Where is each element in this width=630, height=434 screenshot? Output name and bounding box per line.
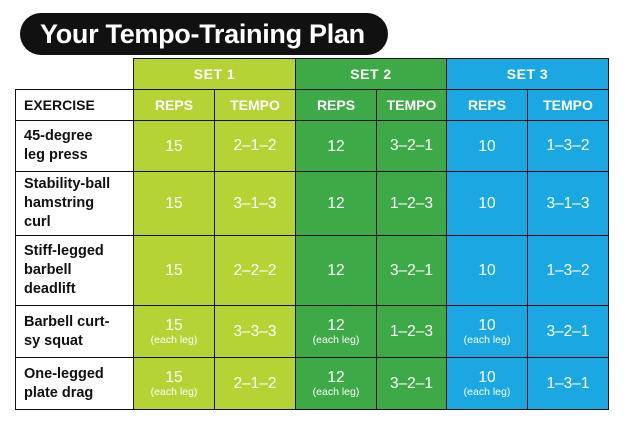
table-row: Barbell curt-sy squat 15 (each leg) 3–3–3 12… (15, 305, 609, 358)
set-1-tempo-cell: 2–2–2 (214, 235, 296, 306)
exercise-name-line: sy squat (24, 332, 83, 349)
reps-value: 15 (165, 262, 183, 279)
column-header-row: EXERCISE REPS TEMPO REPS TEMPO REPS TEMP… (15, 89, 609, 121)
set-1-reps-cell: 15 (each leg) (133, 305, 215, 358)
reps-value: 12 (327, 137, 345, 155)
exercise-name-cell: Barbell curt-sy squat (15, 305, 134, 358)
page-title: Your Tempo-Training Plan (20, 13, 388, 55)
exercise-name-line: barbell (24, 262, 72, 278)
reps-value: 10 (478, 262, 496, 279)
exercise-column-header: EXERCISE (15, 89, 134, 121)
reps-value: 15 (165, 137, 183, 155)
reps-value: 10 (478, 369, 496, 386)
set-2-header: SET 2 (295, 58, 447, 90)
set-3-header: SET 3 (446, 58, 609, 90)
set-2-reps-cell: 12 (295, 120, 377, 172)
set-3-tempo-header: TEMPO (527, 89, 609, 121)
set-1-reps-cell: 15 (133, 171, 215, 236)
reps-value: 10 (478, 137, 496, 155)
set-3-reps-cell: 10 (446, 171, 528, 236)
set-3-tempo-cell: 1–3–2 (527, 120, 609, 172)
set-1-reps-cell: 15 (each leg) (133, 357, 215, 410)
exercise-name-line: deadlift (24, 281, 76, 297)
set-2-reps-cell: 12 (295, 235, 377, 306)
set-1-header: SET 1 (133, 58, 296, 90)
set-1-tempo-cell: 3–3–3 (214, 305, 296, 358)
reps-value: 15 (165, 195, 183, 212)
exercise-rows: 45-degree leg press 15 2–1–2 12 3–2–1 10 1–3–2 S… (15, 120, 609, 410)
exercise-name-line: Stability-ball (24, 176, 111, 192)
set-2-tempo-cell: 3–2–1 (376, 120, 447, 172)
tempo-plan-table: SET 1 SET 2 SET 3 EXERCISE REPS TEMPO RE… (15, 58, 609, 410)
set-1-tempo-cell: 2–1–2 (214, 357, 296, 410)
set-2-tempo-cell: 3–2–1 (376, 235, 447, 306)
blank-corner-cell (15, 58, 134, 90)
reps-value: 12 (327, 317, 345, 334)
set-1-reps-header: REPS (133, 89, 215, 121)
set-2-tempo-header: TEMPO (376, 89, 447, 121)
exercise-name-line: One-legged (24, 365, 104, 382)
reps-value: 15 (165, 317, 183, 334)
reps-value: 15 (165, 369, 183, 386)
table-row: One-legged plate drag 15 (each leg) 2–1–2 12(… (15, 357, 609, 410)
table-row: Stability-ball hamstring curl 15 3–1–3 12 1–2–… (15, 171, 609, 236)
set-1-tempo-cell: 2–1–2 (214, 120, 296, 172)
set-2-tempo-cell: 1–2–3 (376, 305, 447, 358)
reps-value: 10 (478, 317, 496, 334)
exercise-name-line: Stiff-legged (24, 243, 104, 259)
exercise-name-cell: One-legged plate drag (15, 357, 134, 410)
reps-note: (each leg) (150, 334, 198, 346)
exercise-name-line: leg press (24, 147, 88, 163)
set-1-tempo-cell: 3–1–3 (214, 171, 296, 236)
set-3-reps-cell: 10 (446, 120, 528, 172)
set-3-tempo-cell: 1–3–2 (527, 235, 609, 306)
reps-value: 12 (327, 262, 345, 279)
set-1-tempo-header: TEMPO (214, 89, 296, 121)
reps-note: (each leg) (463, 386, 511, 398)
reps-note: (each leg) (463, 334, 511, 346)
exercise-name-cell: 45-degree leg press (15, 120, 134, 172)
set-3-reps-cell: 10 (each leg) (446, 357, 528, 410)
reps-note: (each leg) (150, 386, 198, 398)
set-2-tempo-cell: 1–2–3 (376, 171, 447, 236)
set-1-reps-cell: 15 (133, 235, 215, 306)
exercise-name-line: curl (24, 214, 51, 230)
reps-value: 12 (327, 369, 345, 386)
exercise-name-line: 45-degree (24, 128, 93, 144)
exercise-name-line: Barbell curt- (24, 313, 110, 330)
reps-value: 12 (327, 195, 345, 212)
set-1-reps-cell: 15 (133, 120, 215, 172)
exercise-name-line: hamstring (24, 195, 95, 211)
reps-value: 10 (478, 195, 496, 212)
set-2-tempo-cell: 3–2–1 (376, 357, 447, 410)
set-2-reps-cell: 12 (295, 171, 377, 236)
set-2-reps-cell: 12 (each leg) (295, 305, 377, 358)
set-3-tempo-cell: 3–2–1 (527, 305, 609, 358)
set-3-tempo-cell: 3–1–3 (527, 171, 609, 236)
exercise-name-line: plate drag (24, 384, 94, 401)
exercise-name-cell: Stability-ball hamstring curl (15, 171, 134, 236)
set-header-row: SET 1 SET 2 SET 3 (15, 58, 609, 90)
exercise-name-cell: Stiff-legged barbell deadlift (15, 235, 134, 306)
reps-note: (each leg) (312, 334, 360, 346)
set-3-reps-header: REPS (446, 89, 528, 121)
table-row: 45-degree leg press 15 2–1–2 12 3–2–1 10 1–3–2 (15, 120, 609, 172)
set-2-reps-header: REPS (295, 89, 377, 121)
reps-note: (each leg) (312, 386, 360, 398)
set-3-tempo-cell: 1–3–1 (527, 357, 609, 410)
table-row: Stiff-legged barbell deadlift 15 2–2–2 12 3–2–… (15, 235, 609, 306)
set-2-reps-cell: 12 (each leg) (295, 357, 377, 410)
set-3-reps-cell: 10 (each leg) (446, 305, 528, 358)
set-3-reps-cell: 10 (446, 235, 528, 306)
